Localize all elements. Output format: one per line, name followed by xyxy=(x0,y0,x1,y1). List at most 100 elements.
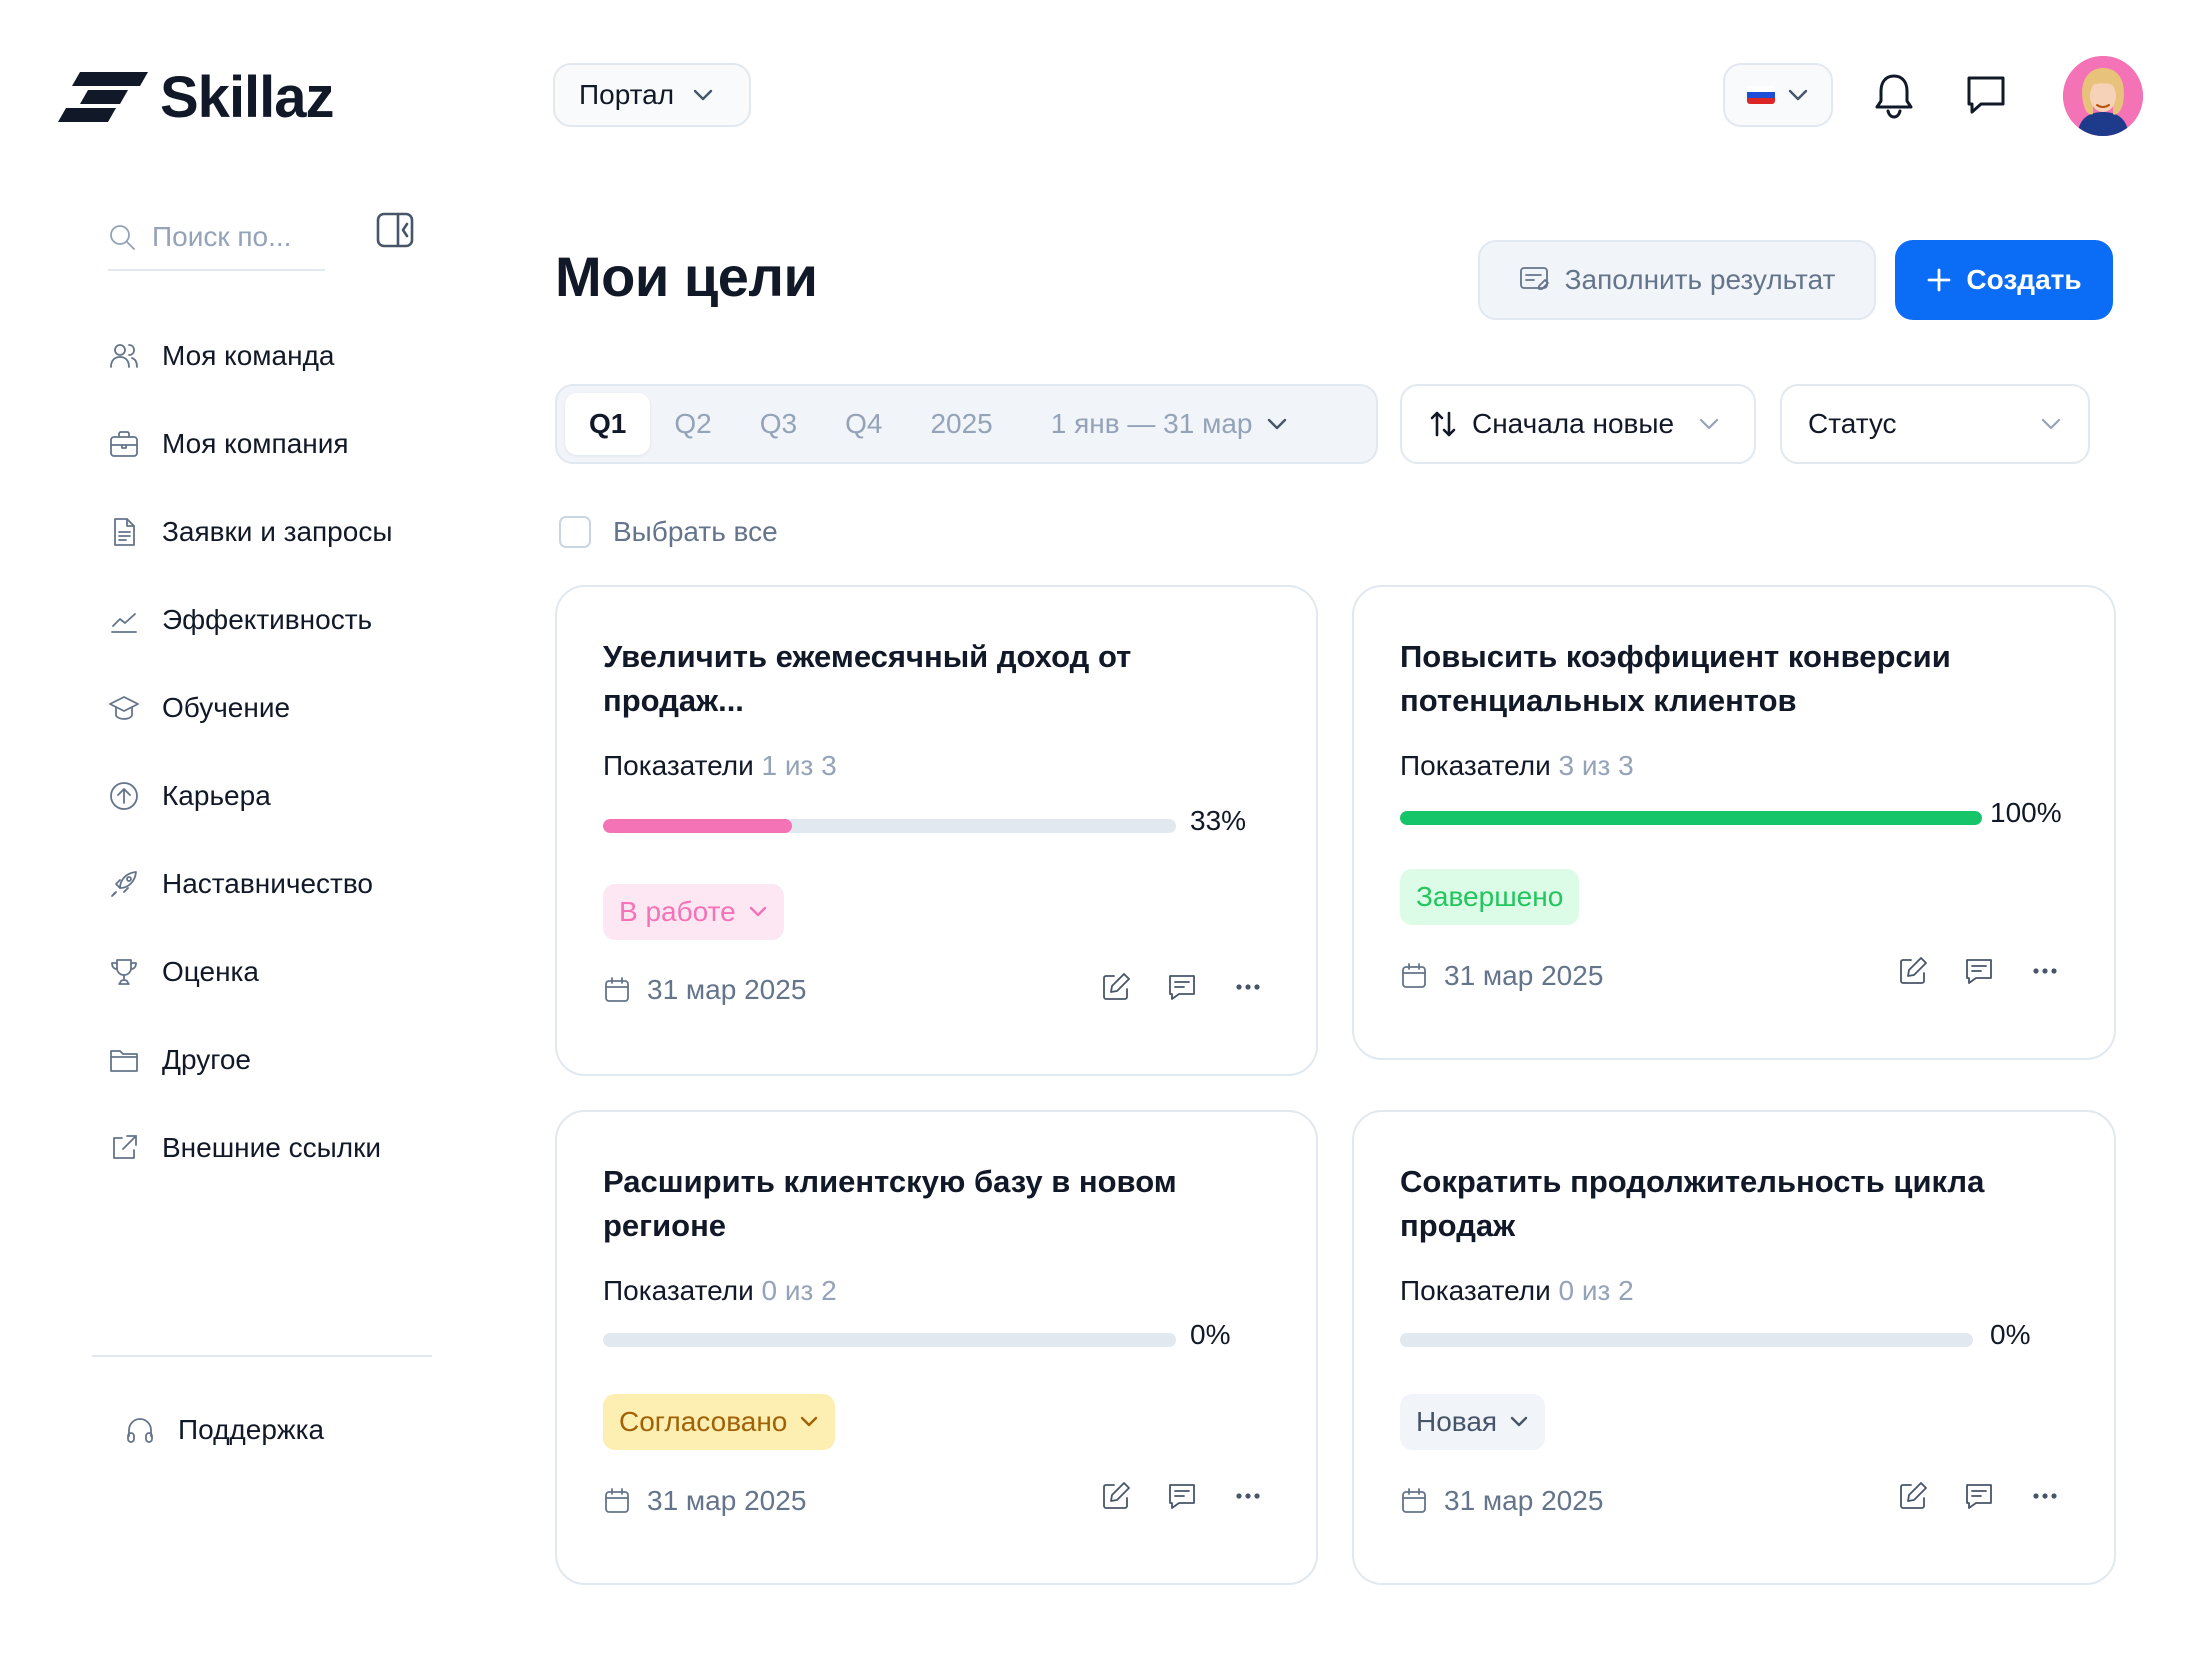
goal-card[interactable]: Увеличить ежемесячный доход от продаж...… xyxy=(555,585,1318,1076)
sidebar-item-assessment[interactable]: Оценка xyxy=(108,928,392,1016)
sidebar-item-mentoring[interactable]: Наставничество xyxy=(108,840,392,928)
tab-q3[interactable]: Q3 xyxy=(759,408,798,439)
tab-q4[interactable]: Q4 xyxy=(845,408,883,439)
status-label: Новая xyxy=(1416,1406,1498,1437)
comment-button[interactable] xyxy=(1164,1478,1200,1514)
sidebar-item-label: Эффективность xyxy=(162,604,373,635)
goal-title[interactable]: Расширить клиентскую базу в новом регион… xyxy=(603,1164,1177,1243)
select-all-checkbox[interactable] xyxy=(559,516,591,548)
select-all[interactable]: Выбрать все xyxy=(559,516,778,548)
sort-label: Сначала новые xyxy=(1472,408,1675,439)
sidebar-item-external-links[interactable]: Внешние ссылки xyxy=(108,1104,392,1192)
status-filter-label: Статус xyxy=(1808,408,1897,439)
sidebar-search[interactable]: Поиск по... xyxy=(108,205,325,271)
language-select[interactable] xyxy=(1723,63,1833,127)
more-button[interactable] xyxy=(2027,953,2063,989)
tab-q2[interactable]: Q2 xyxy=(674,408,712,439)
metrics-label: Показатели xyxy=(1400,1275,1551,1306)
sidebar-item-career[interactable]: Карьера xyxy=(108,752,392,840)
goal-card[interactable]: Повысить коэффициент конверсии потенциал… xyxy=(1352,585,2116,1060)
sidebar-item-efficiency[interactable]: Эффективность xyxy=(108,576,392,664)
date-label: 31 мар 2025 xyxy=(1444,960,1604,991)
sidebar-item-my-company[interactable]: Моя компания xyxy=(108,400,392,488)
status-badge[interactable]: Завершено xyxy=(1400,869,1580,925)
collapse-sidebar-button[interactable] xyxy=(376,212,414,248)
goal-card[interactable]: Расширить клиентскую базу в новом регион… xyxy=(555,1110,1318,1585)
document-icon xyxy=(114,518,135,546)
goal-card[interactable]: Сократить продолжительность цикла продаж… xyxy=(1352,1110,2116,1585)
comment-icon xyxy=(1169,975,1195,1000)
goal-metrics: Показатели 0 из 2 xyxy=(1400,1275,1634,1307)
status-badge[interactable]: Согласовано xyxy=(603,1394,836,1450)
progress-track xyxy=(603,819,1176,833)
search-input[interactable]: Поиск по... xyxy=(152,221,292,252)
sort-select[interactable]: Сначала новые xyxy=(1400,384,1756,464)
create-button[interactable]: Создать xyxy=(1895,240,2113,320)
sidebar-item-label: Моя компания xyxy=(162,428,349,459)
more-dots-icon xyxy=(1236,1493,1260,1499)
brand-name: Skillaz xyxy=(160,65,335,130)
select-all-label: Выбрать все xyxy=(613,516,778,547)
chevron-down-icon xyxy=(1268,418,1287,430)
tab-2025[interactable]: 2025 xyxy=(930,408,993,439)
messages-button[interactable] xyxy=(1958,67,2014,123)
goal-metrics: Показатели 3 из 3 xyxy=(1400,750,1634,782)
sidebar-item-label: Оценка xyxy=(162,956,259,987)
sidebar-item-label: Карьера xyxy=(162,780,271,811)
chevron-down-icon xyxy=(1788,89,1808,101)
card-actions xyxy=(1895,1478,2063,1514)
chevron-down-icon xyxy=(1700,418,1719,430)
goal-title[interactable]: Увеличить ежемесячный доход от продаж... xyxy=(603,639,1132,718)
calendar-icon xyxy=(605,977,629,1002)
goal-due-date: 31 мар 2025 xyxy=(603,1485,806,1517)
edit-icon xyxy=(1900,1482,1927,1509)
chevron-down-icon xyxy=(2041,418,2061,430)
folder-icon xyxy=(110,1050,138,1072)
goal-metrics: Показатели 0 из 2 xyxy=(603,1275,837,1307)
edit-button[interactable] xyxy=(1895,953,1931,989)
user-avatar[interactable] xyxy=(2063,56,2143,136)
create-label: Создать xyxy=(1966,264,2082,295)
edit-button[interactable] xyxy=(1098,969,1134,1005)
logo-mark-icon xyxy=(58,71,148,122)
date-range-select[interactable]: 1 янв — 31 мар xyxy=(1017,393,1313,455)
comment-icon xyxy=(1966,959,1992,984)
progress-track xyxy=(1400,1333,1973,1347)
goal-title[interactable]: Повысить коэффициент конверсии потенциал… xyxy=(1400,639,1951,718)
status-badge[interactable]: В работе xyxy=(603,884,784,940)
comment-button[interactable] xyxy=(1961,953,1997,989)
sidebar-item-label: Заявки и запросы xyxy=(162,516,393,547)
support-link[interactable]: Поддержка xyxy=(124,1414,324,1446)
sidebar-item-my-team[interactable]: Моя команда xyxy=(108,312,392,400)
status-label: Согласовано xyxy=(619,1406,788,1437)
more-button[interactable] xyxy=(1230,969,1266,1005)
notifications-button[interactable] xyxy=(1866,67,1922,123)
chat-icon xyxy=(1967,76,2005,114)
status-filter-select[interactable]: Статус xyxy=(1780,384,2090,464)
edit-button[interactable] xyxy=(1098,1478,1134,1514)
portal-select[interactable]: Портал xyxy=(553,63,751,127)
chevron-down-icon xyxy=(1510,1416,1528,1427)
sidebar-item-other[interactable]: Другое xyxy=(108,1016,392,1104)
goal-title[interactable]: Сократить продолжительность цикла продаж xyxy=(1400,1164,1985,1243)
fill-result-button[interactable]: Заполнить результат xyxy=(1478,240,1876,320)
search-icon xyxy=(110,225,135,250)
more-button[interactable] xyxy=(2027,1478,2063,1514)
sidebar-item-label: Наставничество xyxy=(162,868,373,899)
comment-button[interactable] xyxy=(1164,969,1200,1005)
tab-q1[interactable]: Q1 xyxy=(565,393,651,455)
edit-button[interactable] xyxy=(1895,1478,1931,1514)
more-button[interactable] xyxy=(1230,1478,1266,1514)
comment-button[interactable] xyxy=(1961,1478,1997,1514)
sidebar-item-label: Другое xyxy=(162,1044,251,1075)
sort-arrows-icon xyxy=(1430,411,1456,437)
sidebar-item-learning[interactable]: Обучение xyxy=(108,664,392,752)
metrics-count: 1 из 3 xyxy=(761,750,837,781)
status-badge[interactable]: Новая xyxy=(1400,1394,1546,1450)
sidebar-item-requests[interactable]: Заявки и запросы xyxy=(108,488,392,576)
more-dots-icon xyxy=(1236,984,1260,990)
progress-fill xyxy=(603,819,793,833)
skillaz-logo[interactable]: Skillaz xyxy=(58,64,335,131)
bell-icon xyxy=(1875,74,1913,119)
russia-flag-icon xyxy=(1747,86,1775,104)
